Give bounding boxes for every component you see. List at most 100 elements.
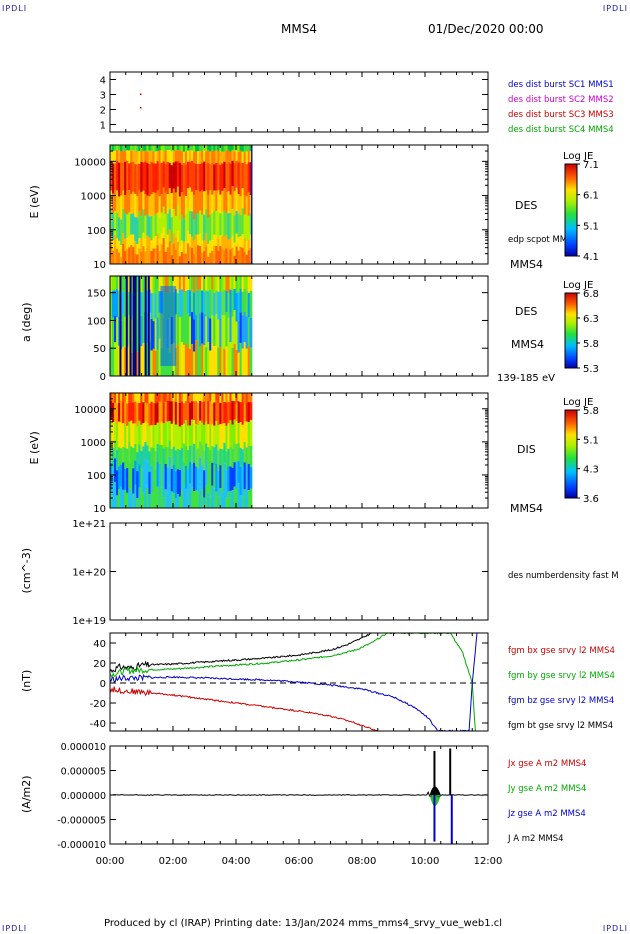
- spectrogram-cell: [154, 318, 158, 351]
- spectrogram-cell: [188, 150, 192, 162]
- spectrogram-cell: [132, 150, 135, 162]
- spectrogram-cell: [223, 236, 227, 250]
- spectrogram-cell: [152, 145, 156, 152]
- spectrogram-cell: [150, 465, 154, 493]
- dis-energy-colorbar-tick-label: 5.1: [583, 435, 599, 446]
- des-energy-colorbar-title: Log JE: [563, 151, 593, 162]
- spectrogram-cell: [174, 450, 178, 472]
- spectrogram-cell: [146, 163, 150, 196]
- spectrogram-cell: [154, 293, 158, 319]
- spectrogram-cell: [213, 190, 216, 211]
- spectrogram-cell: [239, 215, 243, 237]
- spectrogram-cell: [209, 190, 212, 215]
- bfield-legend-entry: fgm by gse srvy l2 MMS4: [508, 671, 615, 681]
- spectrogram-cell: [140, 467, 143, 495]
- spectrogram-cell: [199, 393, 202, 401]
- spectrogram-cell: [217, 393, 220, 404]
- spectrogram-cell: [120, 145, 123, 152]
- spectrogram-cell: [124, 347, 127, 376]
- spectrogram-cell: [227, 466, 231, 492]
- spectrogram-cell: [150, 194, 154, 216]
- spectrogram-cell: [188, 483, 192, 508]
- burst-y-tick-label: 3: [100, 91, 106, 102]
- spectrogram-cell: [130, 244, 133, 264]
- spectrogram-cell: [178, 469, 182, 497]
- spectrogram-cell: [124, 289, 127, 317]
- spectrogram-cell: [186, 313, 190, 348]
- spectrogram-cell: [235, 150, 239, 161]
- spectrogram-cell: [134, 217, 137, 242]
- spectrogram-cell: [239, 236, 243, 247]
- spectrogram-cell: [176, 145, 180, 151]
- spectrogram-cell: [197, 403, 200, 426]
- spectrogram-cell: [249, 419, 253, 446]
- spectrogram-cell: [124, 161, 127, 195]
- spectrogram-cell: [205, 276, 208, 291]
- spectrogram-cell: [124, 145, 127, 152]
- burst-legend-entry: des dist burst SC1 MMS1: [508, 80, 614, 90]
- spectrogram-cell: [142, 232, 146, 247]
- current-y-tick-label: -0.000005: [57, 816, 106, 827]
- density-legend-entry: des numberdensity fast M: [508, 571, 619, 581]
- spectrogram-cell: [160, 445, 164, 466]
- spectrogram-cell: [124, 468, 127, 491]
- spectrogram-cell: [122, 401, 125, 424]
- spectrogram-cell: [172, 233, 176, 244]
- spectrogram-cell: [201, 252, 204, 264]
- spectrogram-cell: [130, 446, 133, 468]
- spectrogram-cell: [249, 317, 253, 348]
- spectrogram-cell: [166, 234, 170, 248]
- spectrogram-cell: [209, 252, 212, 264]
- spectrogram-cell: [233, 255, 237, 264]
- spectrogram-cell: [150, 350, 154, 376]
- spectrogram-cell: [182, 253, 186, 264]
- spectrogram-cell: [243, 311, 247, 343]
- spectrogram-cell: [239, 162, 243, 197]
- spectrogram-cell: [237, 194, 241, 214]
- spectrogram-cell: [219, 488, 222, 508]
- density-y-tick-label: 1e+19: [72, 616, 106, 627]
- spectrogram-cell: [182, 462, 186, 488]
- spectrogram-cell: [176, 345, 180, 376]
- des-pitch-dropout: [147, 276, 150, 376]
- spectrogram-cell: [195, 289, 198, 315]
- spectrogram-cell: [158, 218, 162, 239]
- spectrogram-cell: [229, 151, 233, 164]
- spectrogram-cell: [195, 163, 198, 191]
- spectrogram-cell: [209, 214, 212, 241]
- spectrogram-cell: [223, 188, 227, 211]
- spectrogram-cell: [134, 145, 137, 151]
- spectrogram-cell: [152, 447, 156, 467]
- spectrogram-cell: [144, 442, 148, 460]
- spectrogram-cell: [221, 291, 224, 316]
- spectrogram-cell: [152, 238, 156, 249]
- spectrogram-cell: [166, 421, 170, 448]
- spectrogram-cell: [142, 467, 146, 493]
- spectrogram-cell: [193, 319, 196, 352]
- spectrogram-cell: [215, 150, 218, 164]
- spectrogram-cell: [239, 422, 243, 448]
- des-energy-colorbar-tick-label: 7.1: [583, 160, 599, 171]
- spectrogram-cell: [164, 150, 168, 165]
- spectrogram-cell: [241, 247, 245, 264]
- spectrogram-cell: [227, 448, 231, 467]
- spectrogram-cell: [211, 424, 214, 447]
- spectrogram-cell: [239, 196, 243, 216]
- spectrogram-cell: [162, 187, 166, 207]
- spectrogram-cell: [136, 151, 139, 165]
- spectrogram-cell: [195, 450, 198, 467]
- spectrogram-cell: [114, 402, 117, 422]
- spectrogram-cell: [122, 346, 125, 376]
- spectrogram-cell: [227, 393, 231, 402]
- spectrogram-cell: [221, 393, 224, 402]
- spectrogram-cell: [156, 486, 160, 508]
- spectrogram-cell: [197, 491, 200, 508]
- spectrogram-cell: [237, 442, 241, 462]
- burst-legend-entry: des dist burst SC3 MMS3: [508, 110, 614, 120]
- spectrogram-cell: [201, 163, 204, 191]
- spectrogram-cell: [110, 393, 113, 401]
- corner-tag-bottom-right: IPDLI: [602, 924, 628, 933]
- spectrogram-cell: [156, 393, 160, 403]
- spectrogram-cell: [217, 162, 220, 191]
- spectrogram-cell: [184, 401, 188, 421]
